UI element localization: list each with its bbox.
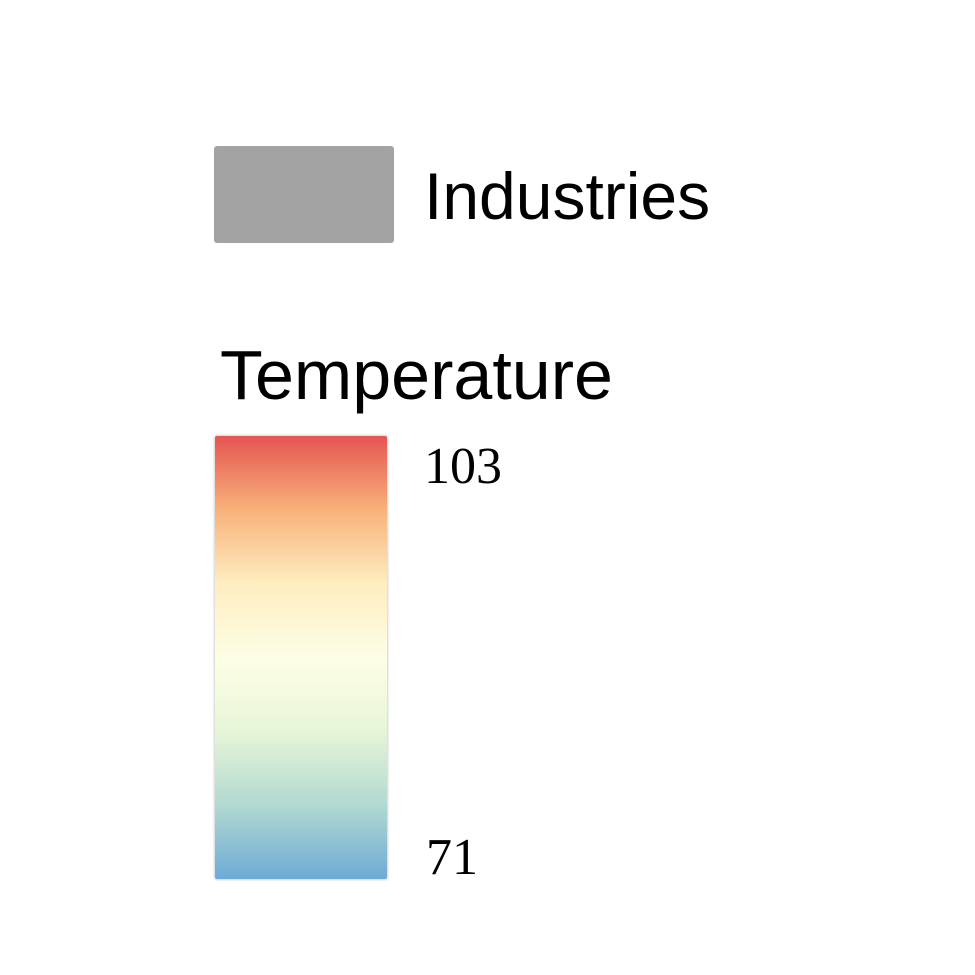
temperature-max-label: 103: [424, 438, 502, 495]
temperature-title: Temperature: [220, 336, 613, 414]
temperature-color-bar: [215, 436, 387, 879]
industries-swatch: [214, 146, 394, 243]
temperature-min-label: 71: [426, 829, 478, 886]
industries-label: Industries: [424, 159, 711, 233]
